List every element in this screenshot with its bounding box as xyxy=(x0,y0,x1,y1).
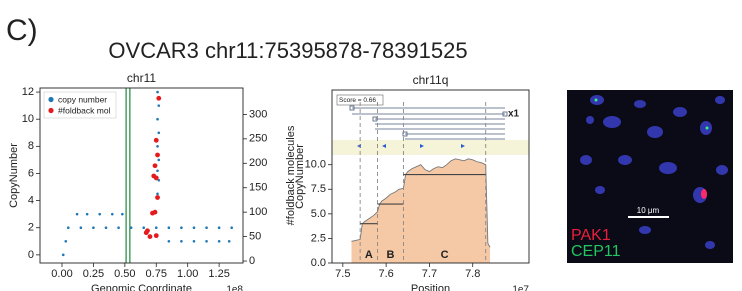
x-tick-label: 0.75 xyxy=(146,268,167,280)
y2-tick-label: 100 xyxy=(249,206,267,218)
y-tick-label: 5.0 xyxy=(311,208,326,220)
point xyxy=(230,226,233,229)
y-tick-label: 10 xyxy=(22,113,34,125)
point xyxy=(157,159,160,162)
y-tick-label: 0.0 xyxy=(311,257,326,269)
point xyxy=(193,240,196,243)
point xyxy=(153,163,158,168)
y2-tick-label: 0 xyxy=(249,255,255,267)
x-axis-label: Genomic Coordinate xyxy=(91,283,192,291)
point xyxy=(156,118,159,121)
point xyxy=(111,213,114,216)
image-label: PAK1 xyxy=(571,227,611,244)
y-tick-label: 2 xyxy=(28,222,34,234)
point xyxy=(168,240,171,243)
point xyxy=(156,169,159,172)
point xyxy=(154,176,159,181)
x-tick-label: 7.7 xyxy=(422,268,437,280)
y2-tick-label: 150 xyxy=(249,182,267,194)
y2-tick-label: 250 xyxy=(249,133,267,145)
figure: C) OVCAR3 chr11:75395878-78391525 xyxy=(0,0,742,291)
point xyxy=(205,240,208,243)
point xyxy=(144,230,149,235)
y-tick-label: 7.5 xyxy=(311,183,326,195)
point xyxy=(228,240,231,243)
legend-label: #foldback mol xyxy=(58,105,111,115)
y2-tick-label: 50 xyxy=(249,231,261,243)
y-tick-label: 2.5 xyxy=(311,232,326,244)
point xyxy=(218,240,221,243)
y-tick-label: 12 xyxy=(22,86,34,98)
point xyxy=(62,254,65,257)
x-tick-label: 0.50 xyxy=(114,268,135,280)
point xyxy=(180,226,183,229)
point xyxy=(168,226,171,229)
y2-tick-label: 200 xyxy=(249,157,267,169)
point xyxy=(193,226,196,229)
region-label: B xyxy=(386,249,394,261)
y-tick-label: 10.0 xyxy=(305,159,326,171)
point xyxy=(157,131,160,134)
point xyxy=(154,138,159,143)
point xyxy=(155,226,158,229)
image-label: CEP11 xyxy=(571,243,621,260)
point xyxy=(105,226,108,229)
point xyxy=(117,226,120,229)
score-label: Score = 0.66 xyxy=(339,97,376,104)
y2-tick-label: 300 xyxy=(249,108,267,120)
x-offset-label: 1e7 xyxy=(512,285,529,291)
x-offset-label: 1e8 xyxy=(226,285,243,291)
point xyxy=(155,153,160,158)
scale-label: 10 μm xyxy=(637,206,660,215)
point xyxy=(180,240,183,243)
x-tick-label: 7.8 xyxy=(465,268,480,280)
point xyxy=(64,240,67,243)
point xyxy=(92,226,95,229)
point xyxy=(154,233,159,238)
point xyxy=(76,213,79,216)
point xyxy=(150,211,155,216)
chart-title: chr11 xyxy=(127,71,156,85)
point xyxy=(148,234,153,239)
y-tick-label: 8 xyxy=(28,140,34,152)
x-tick-label: 7.6 xyxy=(378,268,393,280)
region-label: C xyxy=(441,249,449,261)
y-axis-label: CopyNumber xyxy=(8,143,20,208)
y-tick-label: 4 xyxy=(28,195,34,207)
figure-title: OVCAR3 chr11:75395878-78391525 xyxy=(108,38,467,63)
x-tick-label: 0.25 xyxy=(83,268,104,280)
y-axis-label: CopyNumber xyxy=(294,144,306,209)
path-lines xyxy=(350,106,507,139)
point xyxy=(156,96,161,101)
point xyxy=(86,213,89,216)
point xyxy=(205,226,208,229)
point xyxy=(156,193,159,196)
x-axis-label: Position xyxy=(411,283,450,291)
x-tick-label: 1.00 xyxy=(177,268,198,280)
copies-label: x1 xyxy=(508,109,520,120)
point xyxy=(156,145,159,148)
legend-marker xyxy=(48,108,53,113)
panel-label: C) xyxy=(6,14,38,47)
point xyxy=(67,226,70,229)
y-tick-label: 6 xyxy=(28,167,34,179)
chart-title: chr11q xyxy=(413,73,449,87)
point xyxy=(218,226,221,229)
x-tick-label: 1.25 xyxy=(208,268,229,280)
point xyxy=(80,226,83,229)
point xyxy=(98,213,101,216)
highlight-band xyxy=(332,140,529,155)
point xyxy=(156,91,159,94)
legend-marker xyxy=(48,97,53,102)
point xyxy=(121,213,124,216)
point xyxy=(142,226,145,229)
legend-label: copy number xyxy=(58,94,107,104)
point xyxy=(157,104,160,107)
x-tick-label: 7.5 xyxy=(335,268,350,280)
y-tick-label: 0 xyxy=(28,249,34,261)
point xyxy=(155,195,160,200)
region-label: A xyxy=(365,249,373,261)
point xyxy=(130,226,133,229)
x-tick-label: 0.00 xyxy=(51,268,72,280)
